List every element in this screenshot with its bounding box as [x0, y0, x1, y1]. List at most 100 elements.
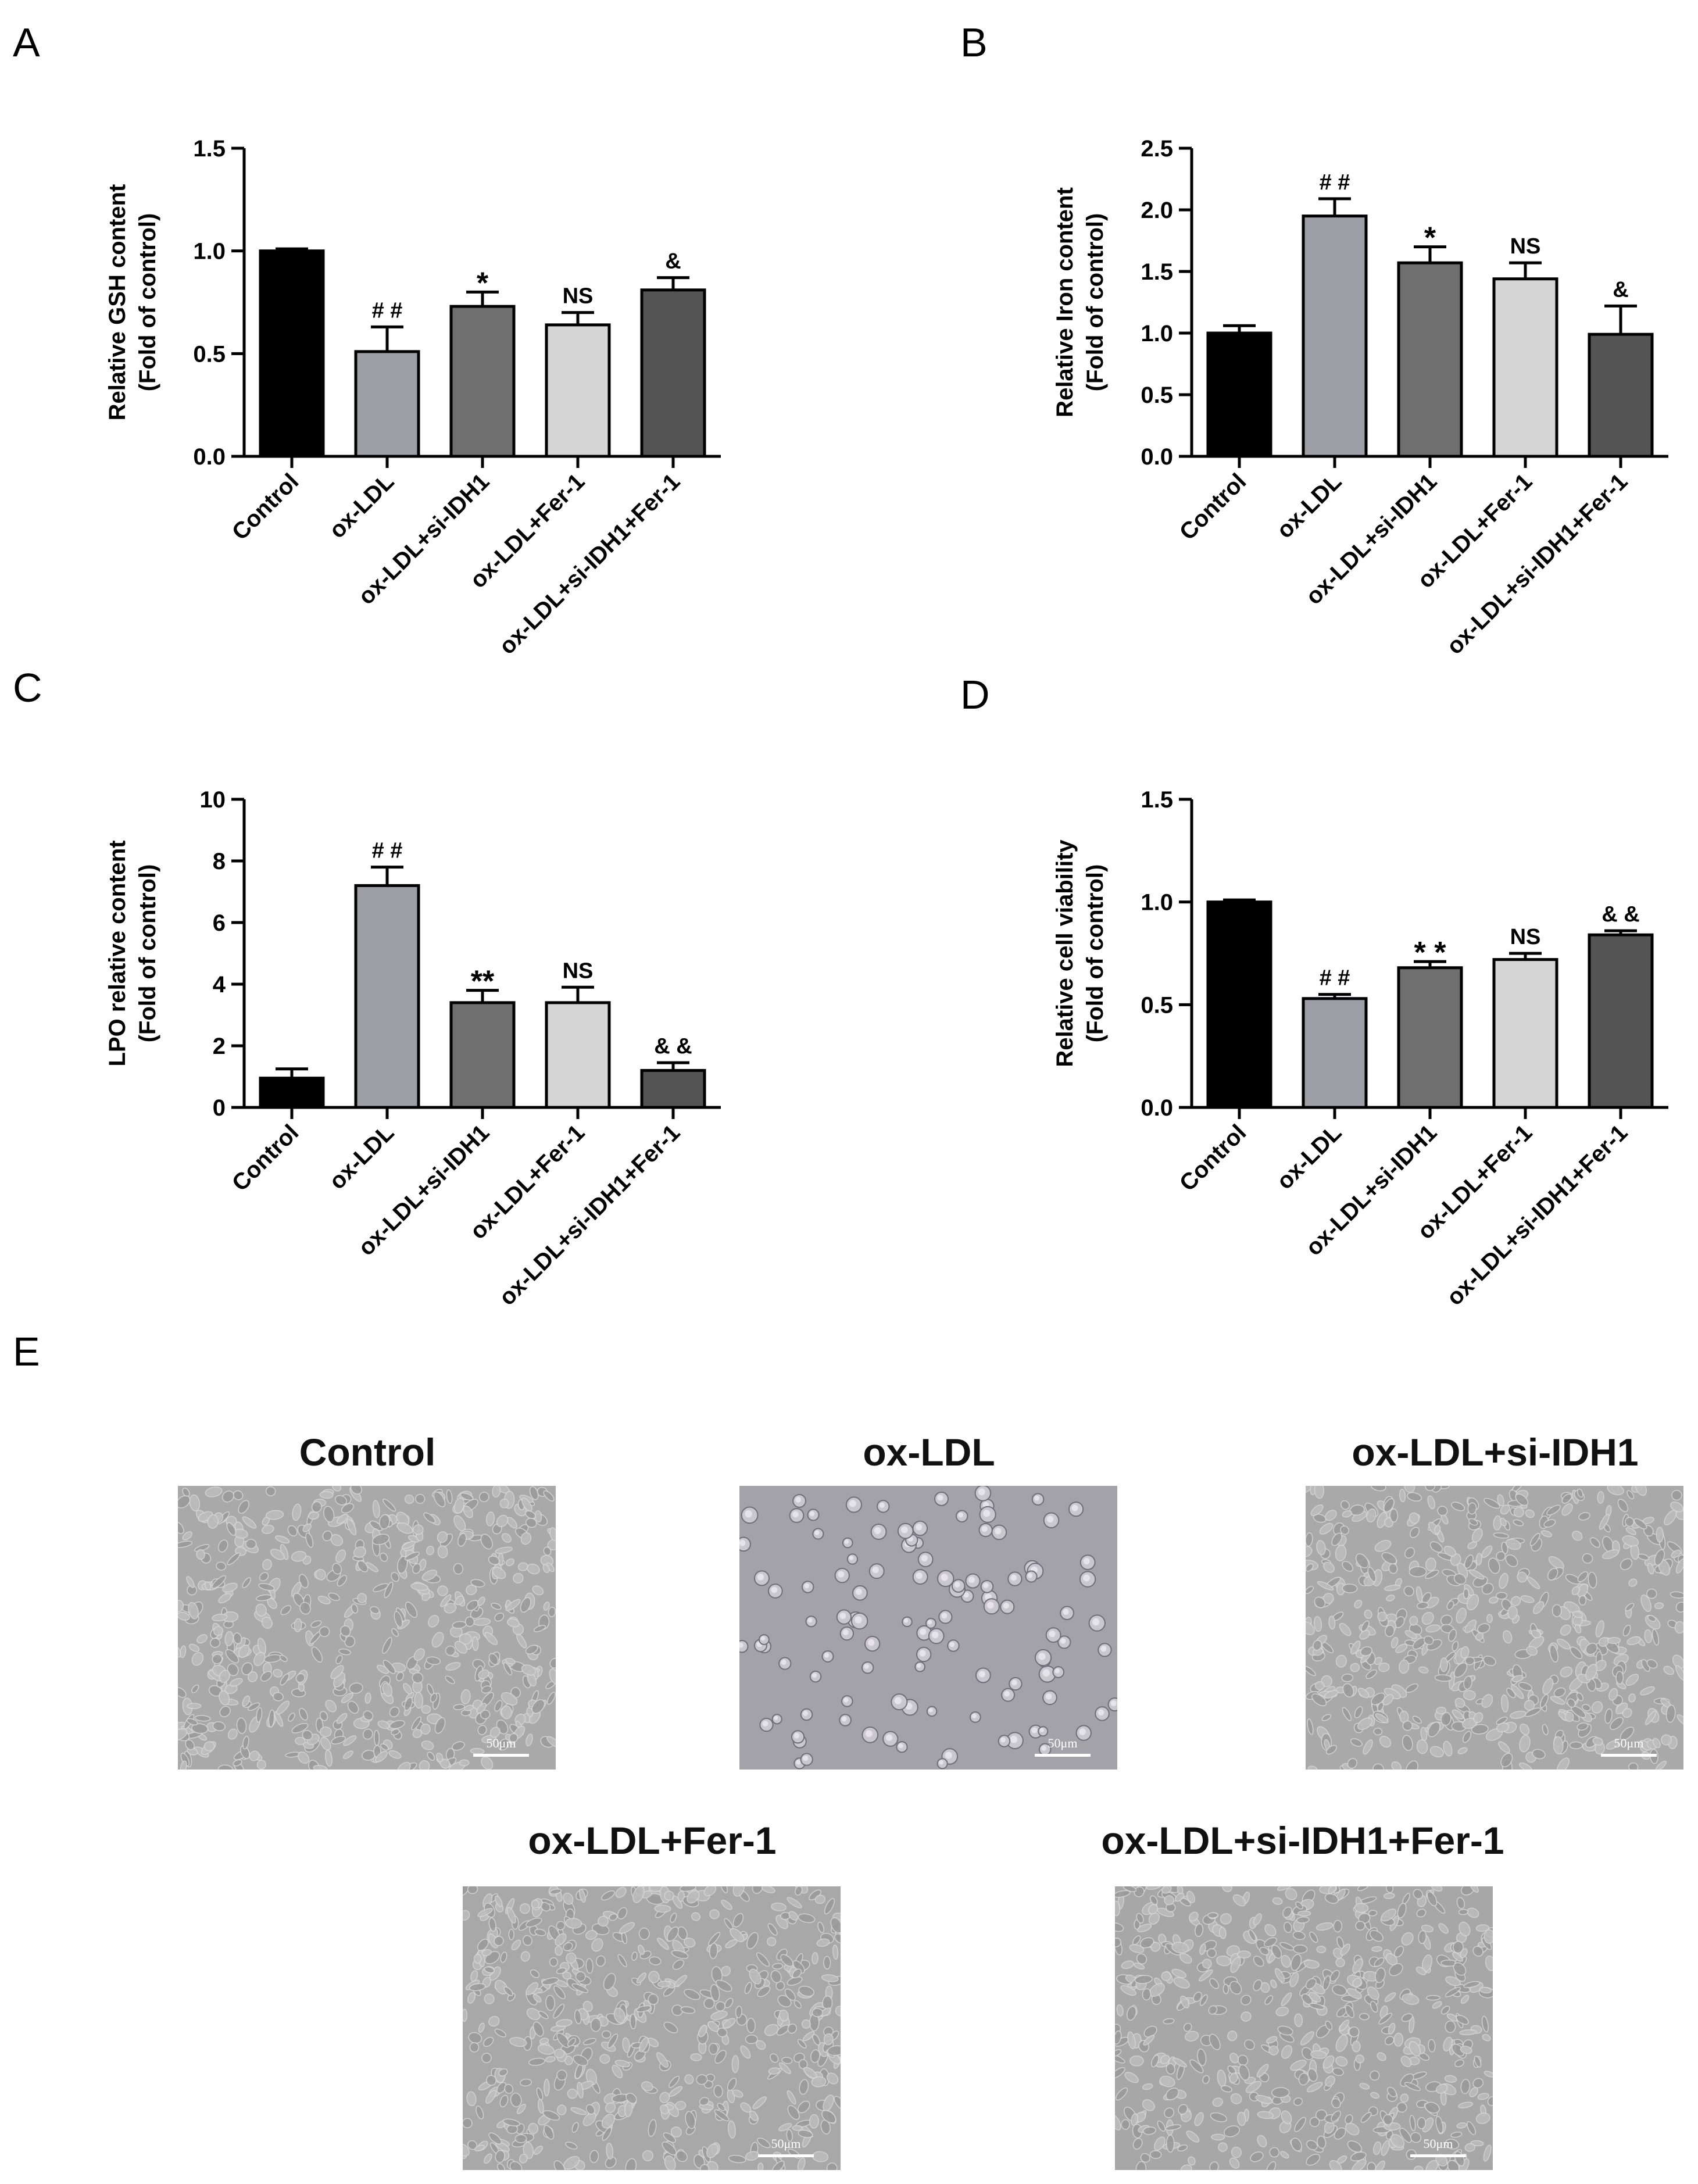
cell [508, 1929, 514, 1940]
cell [602, 2126, 612, 2141]
cell [1485, 1955, 1493, 1971]
cell [525, 1510, 536, 1520]
cell [1115, 1922, 1124, 1932]
cell [265, 1486, 276, 1496]
cell [1389, 1963, 1403, 1976]
cell [721, 1899, 732, 1910]
cell [820, 2119, 831, 2135]
cell [1571, 1586, 1580, 1596]
cell [1139, 1937, 1154, 1949]
cell-highlight [954, 1582, 960, 1588]
bar [354, 884, 420, 1109]
cell [549, 1527, 556, 1542]
significance-label: * * [1414, 936, 1447, 970]
cell [372, 1500, 380, 1518]
cell [1336, 1936, 1345, 1949]
micrograph-texture [739, 1486, 1117, 1770]
cell [1577, 1488, 1583, 1498]
cell [1622, 1535, 1639, 1547]
cell [500, 1951, 507, 1963]
cell [389, 1706, 400, 1718]
cell [1208, 2005, 1218, 2015]
cell [320, 1736, 331, 1750]
cell [1399, 1488, 1406, 1503]
cell [542, 2110, 560, 2121]
cell [674, 1975, 688, 1987]
cell [350, 1486, 362, 1495]
cell [1325, 2075, 1335, 2087]
cell [710, 2010, 728, 2020]
cell [1397, 1903, 1407, 1919]
cell-highlight [920, 1628, 927, 1635]
cell [698, 2025, 707, 2038]
cell [1340, 1500, 1350, 1510]
cell [1453, 1962, 1467, 1976]
significance-label: # # [372, 839, 403, 863]
cell [1374, 1957, 1385, 1967]
cell [1329, 2160, 1342, 2170]
cell [338, 1648, 352, 1656]
cell-highlight [981, 1526, 988, 1532]
cell-highlight [844, 1539, 849, 1544]
cell [830, 1917, 841, 1933]
cell [369, 1520, 383, 1531]
cell [1310, 2050, 1327, 2059]
cell [1446, 1600, 1454, 1610]
cell [380, 1552, 388, 1562]
cell [1360, 2111, 1372, 2123]
cell [1282, 1906, 1292, 1918]
cell [1115, 2030, 1122, 2045]
cell [1365, 1669, 1377, 1679]
cell [600, 1890, 615, 1901]
cell [1333, 1920, 1343, 1933]
cell [1421, 1924, 1434, 1933]
cell [772, 1963, 784, 1969]
cell-highlight [916, 1663, 921, 1668]
cell [553, 1985, 566, 2000]
cell [720, 1886, 728, 1893]
significance-label: NS [563, 284, 594, 309]
cell [1115, 2087, 1128, 2101]
cell [1401, 1932, 1414, 1946]
cell [1592, 1737, 1603, 1746]
cell [1524, 1700, 1535, 1711]
cell [1294, 2117, 1306, 2132]
cell [1385, 1625, 1395, 1638]
cell [265, 1510, 284, 1520]
cell [207, 1514, 219, 1529]
cell [728, 2120, 736, 2139]
cell [467, 1992, 476, 2004]
cell [752, 2096, 767, 2110]
cell [1260, 1982, 1270, 1993]
y-tick-label: 1.0 [1141, 890, 1173, 916]
panel-label-b: B [960, 20, 988, 65]
cell [1279, 1942, 1295, 1951]
y-tick-label: 0.0 [1141, 1095, 1173, 1121]
cell-highlight [804, 1583, 810, 1589]
cell [302, 1523, 312, 1532]
cell [1378, 1663, 1390, 1672]
cell [413, 1648, 425, 1661]
cell [1663, 1665, 1675, 1675]
cell [437, 1585, 448, 1596]
cell [180, 1760, 187, 1770]
cell [793, 2000, 802, 2009]
cell [1565, 1574, 1581, 1585]
cell [302, 1729, 313, 1740]
cell-highlight [793, 1733, 800, 1739]
cell [331, 1736, 346, 1745]
cell [1294, 2013, 1303, 2028]
cell [1445, 1986, 1461, 1997]
cell [1526, 1646, 1538, 1656]
cell [1518, 1682, 1533, 1691]
cell [577, 2082, 584, 2099]
cell [1342, 1584, 1358, 1593]
cell [481, 1756, 494, 1770]
cell [1473, 1712, 1483, 1724]
cell [495, 2150, 505, 2163]
cell [1549, 1645, 1558, 1663]
cell-highlight [796, 1760, 801, 1765]
cell [323, 1506, 335, 1522]
cell [1423, 1635, 1434, 1645]
cell-highlight [983, 1510, 991, 1517]
